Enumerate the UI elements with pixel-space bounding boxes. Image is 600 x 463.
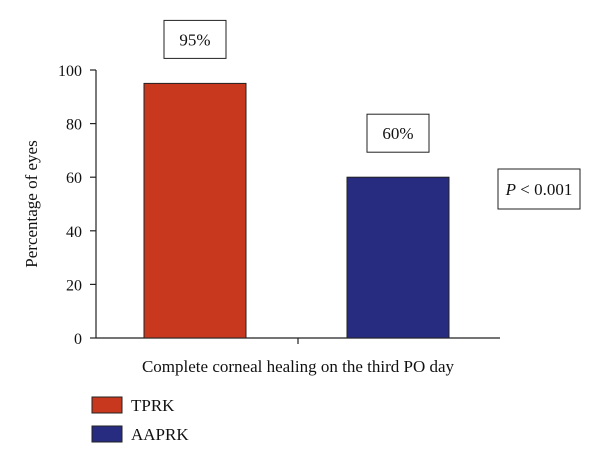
y-tick-label: 60 xyxy=(66,170,82,187)
y-axis-label: Percentage of eyes xyxy=(22,140,41,267)
bar-aaprk xyxy=(346,176,450,339)
value-label-box xyxy=(366,113,430,153)
legend: TPRK AAPRK xyxy=(91,396,189,444)
bars xyxy=(143,82,450,339)
value-label-box xyxy=(163,19,227,59)
legend-swatch-aaprk xyxy=(91,425,123,443)
y-tick-label: 100 xyxy=(58,63,82,80)
legend-label-aaprk: AAPRK xyxy=(131,425,189,444)
value-labels: 95% 60% xyxy=(163,19,430,153)
y-tick-label: 20 xyxy=(66,277,82,294)
legend-swatch-tprk xyxy=(91,396,123,414)
x-axis-label: Complete corneal healing on the third PO… xyxy=(142,357,455,376)
value-label: 95% xyxy=(179,30,210,49)
y-ticks: 0 20 40 60 80 100 xyxy=(58,63,96,348)
y-tick-label: 80 xyxy=(66,117,82,134)
p-threshold: < 0.001 xyxy=(516,180,572,199)
bar-tprk xyxy=(143,82,247,339)
y-tick-label: 0 xyxy=(74,331,82,348)
p-value-annotation: P < 0.001 xyxy=(505,180,573,199)
p-value-box xyxy=(497,168,581,210)
p-symbol: P xyxy=(505,180,516,199)
y-tick-label: 40 xyxy=(66,224,82,241)
value-label: 60% xyxy=(382,124,413,143)
legend-label-tprk: TPRK xyxy=(131,396,175,415)
